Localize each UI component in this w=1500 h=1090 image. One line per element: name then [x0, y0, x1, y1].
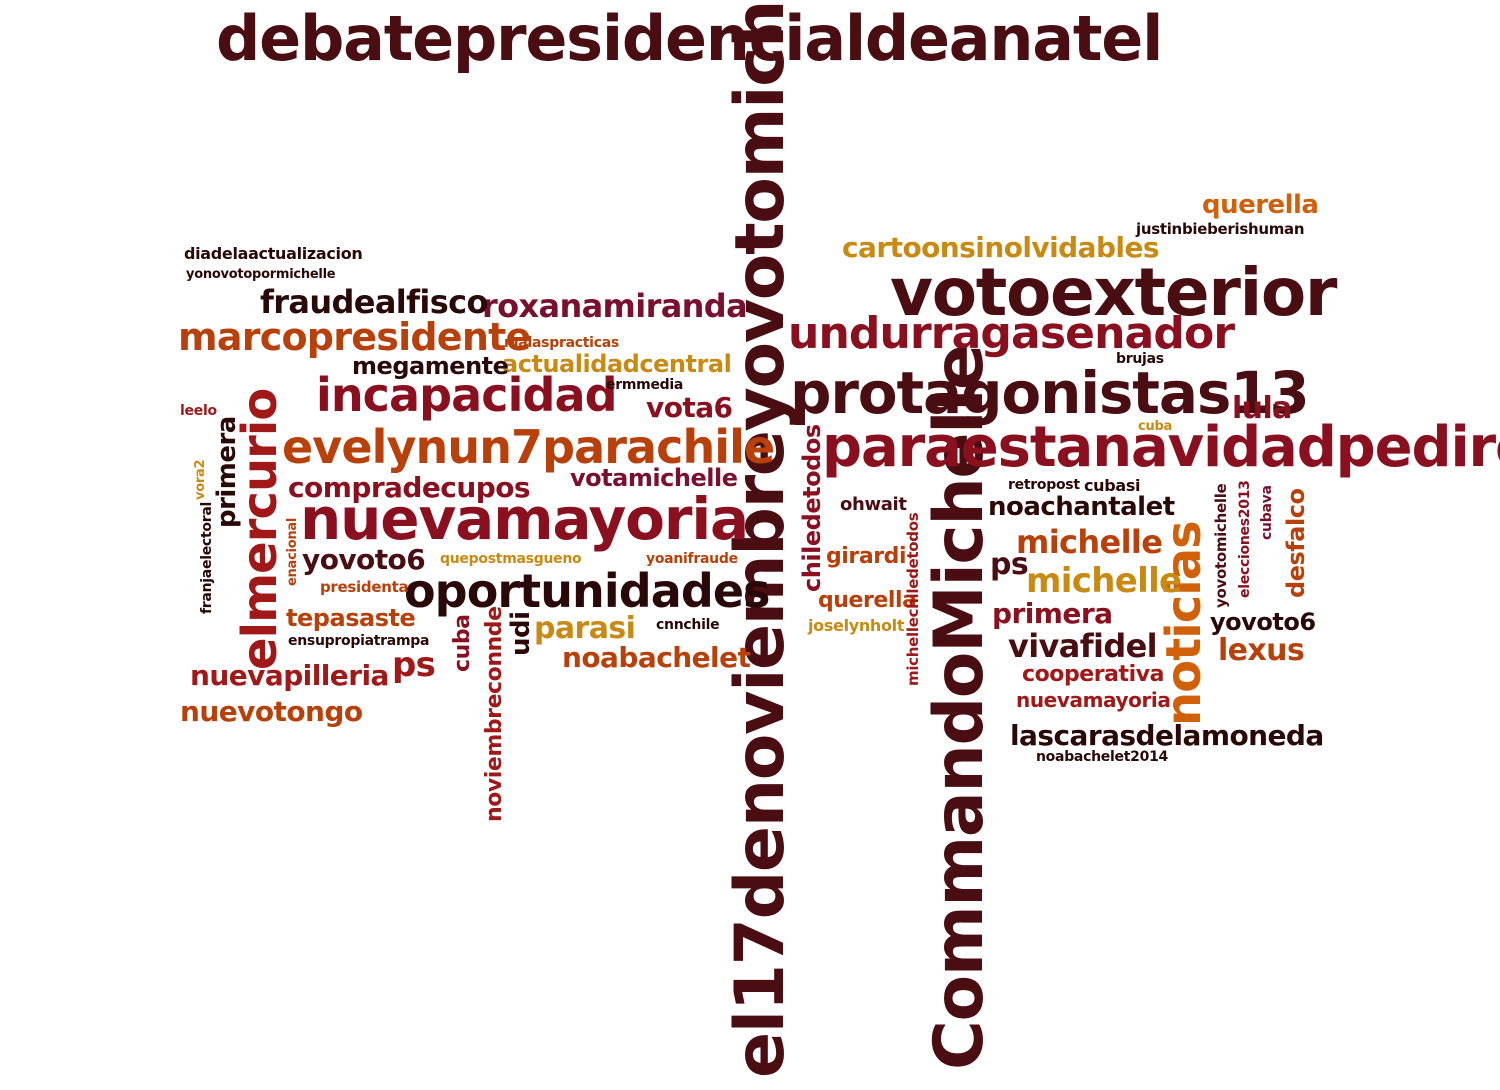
word-fraudealfisco: fraudealfisco	[260, 283, 488, 321]
word-elecciones2013: elecciones2013	[1237, 480, 1253, 598]
word-yovotomichelle: yovotomichelle	[1212, 483, 1230, 608]
word-cubasi: cubasi	[1084, 476, 1141, 495]
word-quepostmasgueno: quepostmasgueno	[440, 551, 582, 567]
word-malaspracticas: malaspracticas	[504, 335, 619, 351]
word-cnnchile: cnnchile	[656, 617, 720, 633]
word-yoanifraude: yoanifraude	[646, 551, 738, 567]
word-undurragasenador: undurragasenador	[788, 308, 1235, 359]
word-vora2: vora2	[193, 459, 208, 500]
word-diadelaactualizacion: diadelaactualizacion	[184, 244, 363, 263]
word-noabachelet2014: noabachelet2014	[1036, 749, 1169, 765]
word-lexus: lexus	[1218, 633, 1305, 668]
word-yovoto6-right: yovoto6	[1210, 608, 1316, 636]
word-elmercurio: elmercurio	[232, 388, 288, 670]
word-cooperativa: cooperativa	[1022, 662, 1165, 687]
word-nuevapilleria: nuevapilleria	[190, 659, 389, 692]
word-debatepresidencialdeanatel: debatepresidencialdeanatel	[216, 2, 1163, 75]
word-franjaelectoral: franjaelectoral	[199, 501, 215, 614]
word-michelle-orange: michelle	[1016, 523, 1163, 561]
word-tepasaste: tepasaste	[286, 604, 416, 632]
word-megamente: megamente	[352, 352, 509, 380]
word-querella-middle: querella	[818, 588, 917, 613]
word-vivafidel: vivafidel	[1008, 627, 1158, 665]
word-joselynholt: joselynholt	[808, 616, 905, 635]
word-cartoonsinolvidables: cartoonsinolvidables	[842, 231, 1160, 264]
word-cuba-vertical: cuba	[450, 614, 475, 672]
word-nuevamayoria: nuevamayoria	[300, 485, 749, 553]
word-compradecupos: compradecupos	[288, 471, 531, 504]
word-michelle-gold: michelle	[1026, 561, 1182, 601]
word-cubava: cubava	[1259, 485, 1275, 540]
word-protagonistas13: protagonistas13	[790, 359, 1310, 427]
word-nuevotongo: nuevotongo	[180, 695, 363, 728]
word-ohwait: ohwait	[840, 494, 907, 515]
word-cuba-small: cuba	[1138, 419, 1172, 434]
word-leelo: leelo	[180, 403, 217, 419]
word-querella-top: querella	[1202, 190, 1319, 220]
word-justinbieberishuman: justinbieberishuman	[1136, 220, 1305, 238]
word-noabachelet: noabachelet	[562, 641, 751, 674]
word-girardi: girardi	[826, 544, 907, 569]
word-marcopresidente: marcopresidente	[178, 315, 531, 359]
word-lascarasdelamoneda: lascarasdelamoneda	[1010, 719, 1324, 752]
word-votamichelle: votamichelle	[570, 464, 738, 492]
word-yovoto6-left: yovoto6	[302, 543, 426, 576]
word-ps-right: ps	[990, 547, 1029, 582]
word-primera-vertical: primera	[212, 416, 242, 528]
word-nuevamayoria-small: nuevamayoria	[1016, 688, 1171, 712]
word-paraestanavidadpedire: paraestanavidadpedire	[822, 415, 1500, 480]
word-michellechiledetodos: michellechiledetodos	[904, 512, 922, 686]
word-chiledetodos: chiledetodos	[798, 424, 826, 592]
word-noachantalet: noachantalet	[988, 492, 1175, 522]
word-parasi: parasi	[534, 611, 636, 646]
word-ensupropiatrampa: ensupropiatrampa	[288, 633, 430, 649]
word-enacional: enacional	[285, 517, 300, 586]
word-noviembreconnde: noviembreconnde	[482, 606, 507, 822]
word-ps-left: ps	[392, 645, 436, 685]
word-vota6: vota6	[646, 391, 733, 424]
word-udi: udi	[506, 611, 536, 656]
word-ermmedia: ermmedia	[606, 377, 684, 393]
word-primera-horizontal: primera	[992, 597, 1113, 630]
word-yonovotopormichelle: yonovotopormichelle	[186, 267, 336, 282]
word-oportunidades: oportunidades	[404, 564, 771, 618]
word-retropost: retropost	[1008, 477, 1080, 493]
word-roxanamiranda: roxanamiranda	[482, 287, 748, 325]
word-actualidadcentral: actualidadcentral	[502, 350, 732, 378]
word-votoexterior: votoexterior	[890, 254, 1337, 331]
word-lula: lula	[1232, 391, 1292, 426]
word-brujas: brujas	[1116, 351, 1164, 367]
word-presidenta: presidenta	[320, 578, 409, 596]
word-desfalco: desfalco	[1282, 488, 1310, 598]
word-incapacidad: incapacidad	[316, 368, 618, 422]
word-evelynun7parachile: evelynun7parachile	[282, 420, 775, 474]
